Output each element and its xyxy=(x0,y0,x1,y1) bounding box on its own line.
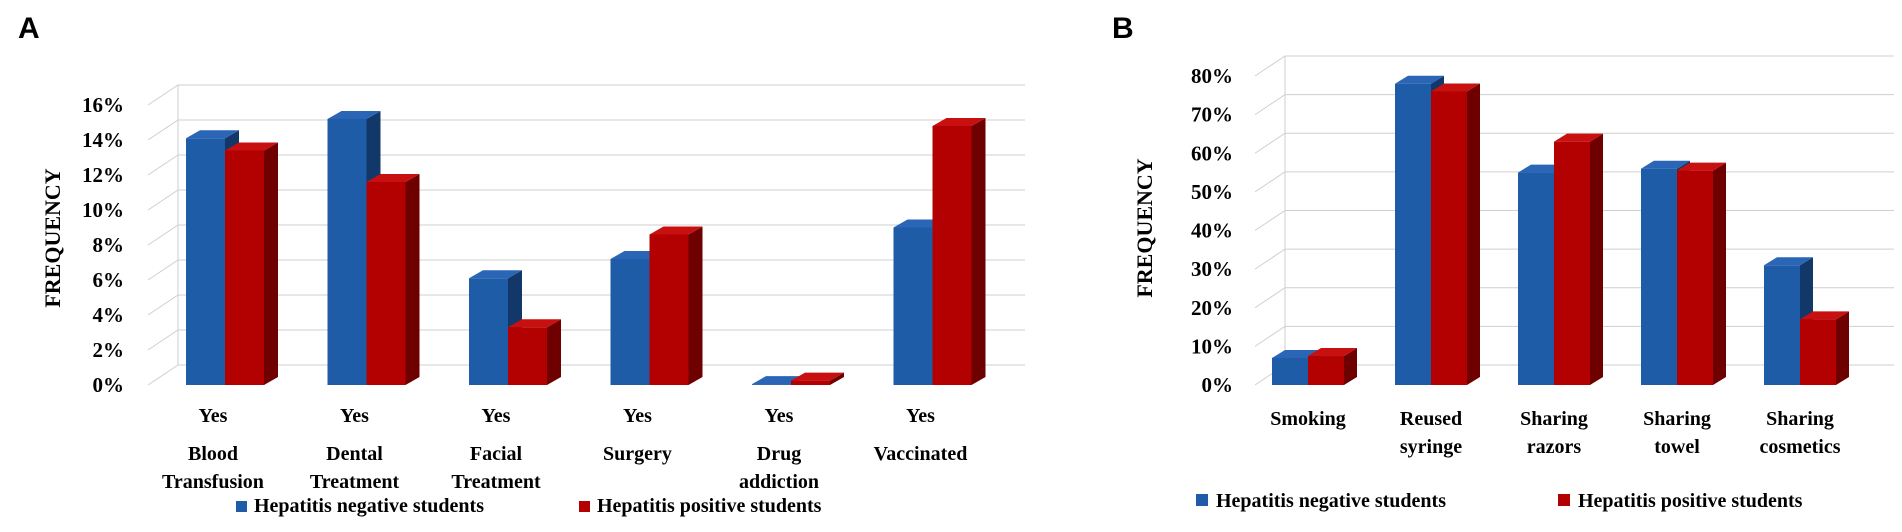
panel-b-letter: B xyxy=(1112,12,1134,45)
panel-a-y-axis-label: FREQUENCY xyxy=(40,168,65,307)
bar-hepatitis-positive xyxy=(366,174,420,385)
legend-swatch-positive xyxy=(1558,494,1570,506)
y-tick-label: 6% xyxy=(93,268,125,292)
y-tick-label: 50% xyxy=(1191,180,1233,204)
category-label: razors xyxy=(1527,436,1582,458)
y-tick-label: 14% xyxy=(82,128,124,152)
bar-hepatitis-positive xyxy=(225,142,278,385)
y-tick-label: 10% xyxy=(82,198,124,222)
bar-hepatitis-positive xyxy=(508,319,561,385)
legend-swatch-positive xyxy=(579,501,590,512)
panel-b-y-axis-label: FREQUENCY xyxy=(1132,158,1157,297)
legend-swatch-negative xyxy=(1196,494,1208,506)
bar-hepatitis-positive xyxy=(1431,83,1480,385)
panel-a: A FREQUENCY 0% 2% 4% 6% 8% 10% 12% 14% 16% Yes Bl… xyxy=(18,12,1025,517)
category-sublabel: Yes xyxy=(199,405,228,427)
category-label: Transfusion xyxy=(162,471,264,493)
bar-hepatitis-positive xyxy=(1677,162,1726,385)
category-sublabel: Yes xyxy=(906,405,935,427)
y-tick-label: 16% xyxy=(82,93,124,117)
gridline xyxy=(147,189,1025,211)
gridline xyxy=(147,119,1025,141)
legend-label-positive: Hepatitis positive students xyxy=(597,495,822,517)
panel-b: B FREQUENCY 0% 10% 20% 30% 40% 50% 60% 70% 80% S… xyxy=(1112,12,1894,512)
category-label: syringe xyxy=(1400,436,1462,458)
y-tick-label: 2% xyxy=(93,338,125,362)
y-tick-label: 20% xyxy=(1191,296,1233,320)
panel-b-y-ticks: 0% 10% 20% 30% 40% 50% 60% 70% 80% xyxy=(1191,64,1233,397)
category-label: Treatment xyxy=(451,471,541,493)
category-label: Surgery xyxy=(603,443,672,465)
category-label: Sharing xyxy=(1766,408,1834,430)
panel-a-category-labels: Yes Blood Transfusion Yes Dental Treatment Yes… xyxy=(162,405,967,493)
gridline xyxy=(147,294,1025,316)
bar-hepatitis-positive xyxy=(1554,133,1603,385)
category-label: Smoking xyxy=(1270,408,1346,430)
gridline xyxy=(147,364,1025,386)
bar-hepatitis-positive xyxy=(1800,311,1849,385)
legend-label-negative: Hepatitis negative students xyxy=(1216,490,1446,512)
bar-hepatitis-positive xyxy=(791,372,844,385)
category-label: Treatment xyxy=(310,471,400,493)
gridline xyxy=(1254,94,1894,116)
panel-b-category-labels: Smoking Reused syringe Sharing razors Sharing… xyxy=(1270,408,1841,458)
y-tick-label: 30% xyxy=(1191,257,1233,281)
category-label: Sharing xyxy=(1643,408,1711,430)
bar-hepatitis-positive xyxy=(932,118,986,385)
category-label: cosmetics xyxy=(1759,436,1840,458)
legend-swatch-negative xyxy=(236,501,247,512)
y-tick-label: 0% xyxy=(93,373,125,397)
category-label: Drug xyxy=(757,443,801,465)
panel-a-letter: A xyxy=(18,12,40,45)
y-tick-label: 4% xyxy=(93,303,125,327)
category-label: Facial xyxy=(470,443,523,465)
panel-a-gridlines xyxy=(147,84,1025,386)
category-label: Sharing xyxy=(1520,408,1588,430)
y-tick-label: 60% xyxy=(1191,141,1233,165)
gridline xyxy=(147,329,1025,351)
gridline xyxy=(147,154,1025,176)
gridline xyxy=(1254,55,1894,77)
bar-hepatitis-positive xyxy=(649,226,703,385)
category-label: Vaccinated xyxy=(874,443,968,465)
y-tick-label: 8% xyxy=(93,233,125,257)
panel-a-legend: Hepatitis negative students Hepatitis po… xyxy=(236,495,822,517)
y-tick-label: 12% xyxy=(82,163,124,187)
panel-a-y-ticks: 0% 2% 4% 6% 8% 10% 12% 14% 16% xyxy=(82,93,124,397)
panel-b-legend: Hepatitis negative students Hepatitis po… xyxy=(1196,490,1803,512)
gridline xyxy=(147,84,1025,106)
category-sublabel: Yes xyxy=(765,405,794,427)
y-tick-label: 0% xyxy=(1202,373,1234,397)
y-tick-label: 40% xyxy=(1191,219,1233,243)
y-tick-label: 10% xyxy=(1191,334,1233,358)
gridline xyxy=(147,224,1025,246)
legend-label-negative: Hepatitis negative students xyxy=(254,495,484,517)
category-label: Reused xyxy=(1400,408,1462,430)
category-sublabel: Yes xyxy=(482,405,511,427)
category-label: Blood xyxy=(188,443,238,465)
category-sublabel: Yes xyxy=(340,405,369,427)
y-tick-label: 80% xyxy=(1191,64,1233,88)
category-label: Dental xyxy=(326,443,383,465)
panel-a-bars xyxy=(186,111,986,385)
legend-label-positive: Hepatitis positive students xyxy=(1578,490,1803,512)
bar-hepatitis-positive xyxy=(1308,348,1357,385)
category-sublabel: Yes xyxy=(623,405,652,427)
category-label: addiction xyxy=(739,471,819,493)
gridline xyxy=(147,259,1025,281)
panel-b-bars xyxy=(1272,75,1849,385)
y-tick-label: 70% xyxy=(1191,103,1233,127)
category-label: towel xyxy=(1654,436,1700,458)
